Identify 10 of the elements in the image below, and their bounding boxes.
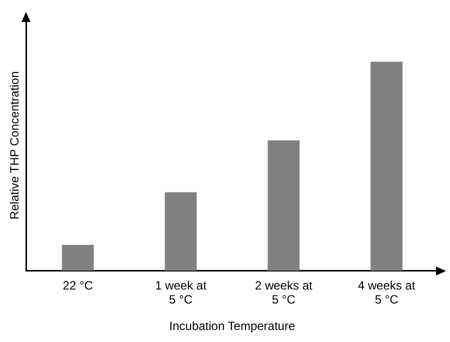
bar: [268, 140, 300, 271]
x-tick-label: 1 week at 5 °C: [155, 278, 208, 307]
x-tick-label: 4 weeks at 5 °C: [358, 278, 416, 307]
x-tick-label: 22 °C: [62, 278, 94, 292]
bar: [62, 244, 94, 271]
x-tick-label: 2 weeks at 5 °C: [254, 278, 313, 307]
x-axis-title: Incubation Temperature: [169, 319, 296, 334]
y-axis-title: Relative THP Concentration: [8, 71, 22, 220]
bar: [164, 192, 197, 271]
bar: [370, 62, 402, 271]
